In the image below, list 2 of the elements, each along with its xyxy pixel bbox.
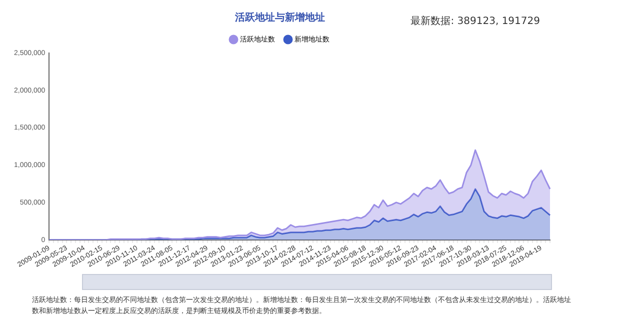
text: 最新数据: 389123, 191729	[410, 14, 540, 28]
chart-title: 活跃地址与新增地址	[234, 12, 325, 24]
